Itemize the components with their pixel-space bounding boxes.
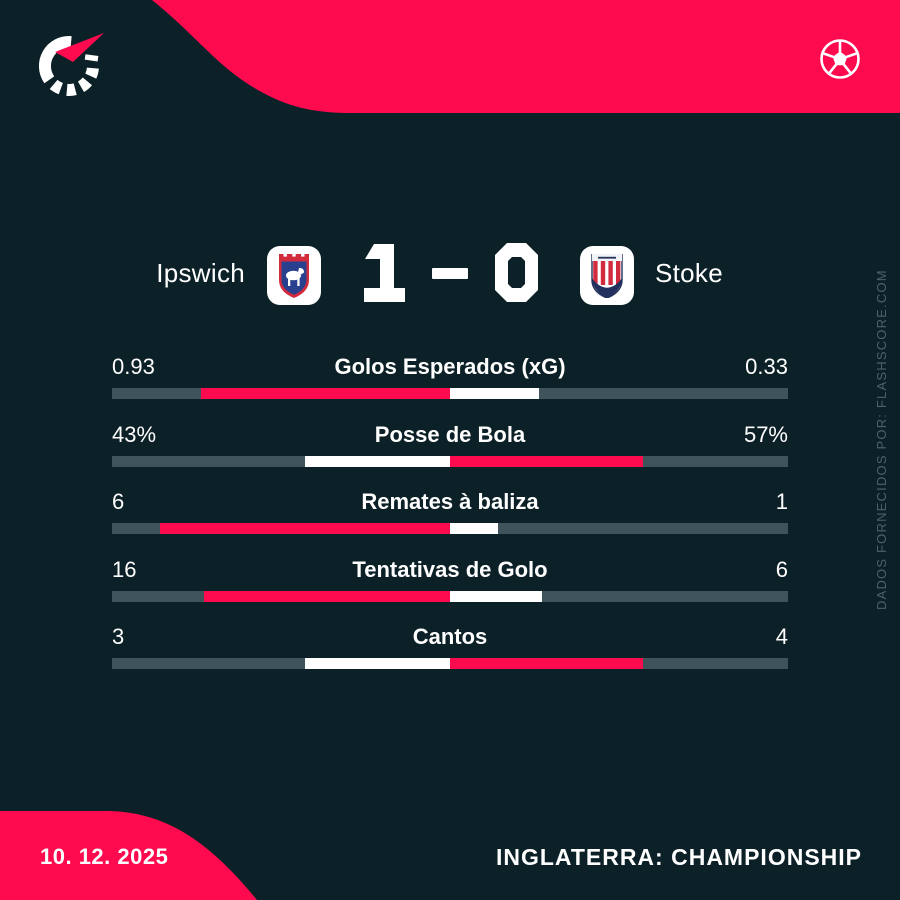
competition-label: INGLATERRA: CHAMPIONSHIP (495, 844, 862, 870)
stat-home-value: 6 (112, 489, 125, 514)
stat-bar-away-fill (450, 455, 643, 467)
stat-bar-track (112, 388, 788, 399)
ipswich-crest-icon (279, 253, 309, 298)
stat-bar-track (112, 658, 788, 669)
stat-home-value: 43% (112, 421, 157, 447)
away-team-name: Stoke (655, 258, 723, 288)
match-date: 10. 12. 2025 (40, 844, 169, 869)
stat-home-value: 3 (112, 624, 125, 649)
away-team-badge (580, 246, 634, 305)
stat-bar-track (112, 523, 788, 534)
footer-accent-shape (0, 811, 257, 900)
stat-bar-home-fill (160, 523, 450, 534)
stat-away-value: 6 (775, 556, 788, 582)
stat-label: Golos Esperados (xG) (334, 354, 566, 379)
stat-bar-away-fill (450, 658, 643, 669)
stat-bar-track (112, 455, 788, 467)
stat-label: Remates à baliza (361, 489, 539, 514)
stat-away-value: 1 (775, 489, 788, 514)
soccer-ball-icon (820, 39, 860, 79)
home-team-name: Ipswich (156, 258, 245, 288)
flashscore-logo-icon (38, 33, 104, 96)
stat-bar-home-fill (204, 590, 450, 602)
stat-row: 16 Tentativas de Golo 6 (0, 557, 900, 609)
score-separator (432, 268, 468, 279)
stat-bar-away-fill (450, 523, 498, 534)
stat-label: Tentativas de Golo (352, 556, 548, 582)
stat-bar-home-fill (305, 658, 450, 669)
stat-away-value: 0.33 (745, 354, 788, 379)
stat-bar-away-fill (450, 388, 539, 399)
stat-row: 0.93 Golos Esperados (xG) 0.33 (0, 354, 900, 406)
stat-bar-home-fill (305, 455, 450, 467)
stat-away-value: 4 (775, 624, 788, 649)
away-score (495, 243, 538, 302)
stat-label: Cantos (412, 624, 488, 649)
header-accent-shape (152, 0, 900, 113)
stat-row: 6 Remates à baliza 1 (0, 489, 900, 541)
stat-away-value: 57% (743, 421, 788, 447)
stat-label: Posse de Bola (374, 421, 526, 447)
stat-row: 43% Posse de Bola 57% (0, 422, 900, 474)
stat-bar-track (112, 590, 788, 602)
stat-home-value: 16 (112, 556, 137, 582)
stoke-crest-icon (591, 253, 623, 298)
home-score (364, 244, 405, 302)
home-team-badge (267, 246, 321, 305)
stat-bar-home-fill (201, 388, 450, 399)
data-credit-text: DADOS FORNECIDOS POR: FLASHSCORE.COM (874, 269, 889, 610)
stat-row: 3 Cantos 4 (0, 624, 900, 676)
stat-bar-away-fill (450, 590, 542, 602)
stat-home-value: 0.93 (112, 354, 155, 379)
